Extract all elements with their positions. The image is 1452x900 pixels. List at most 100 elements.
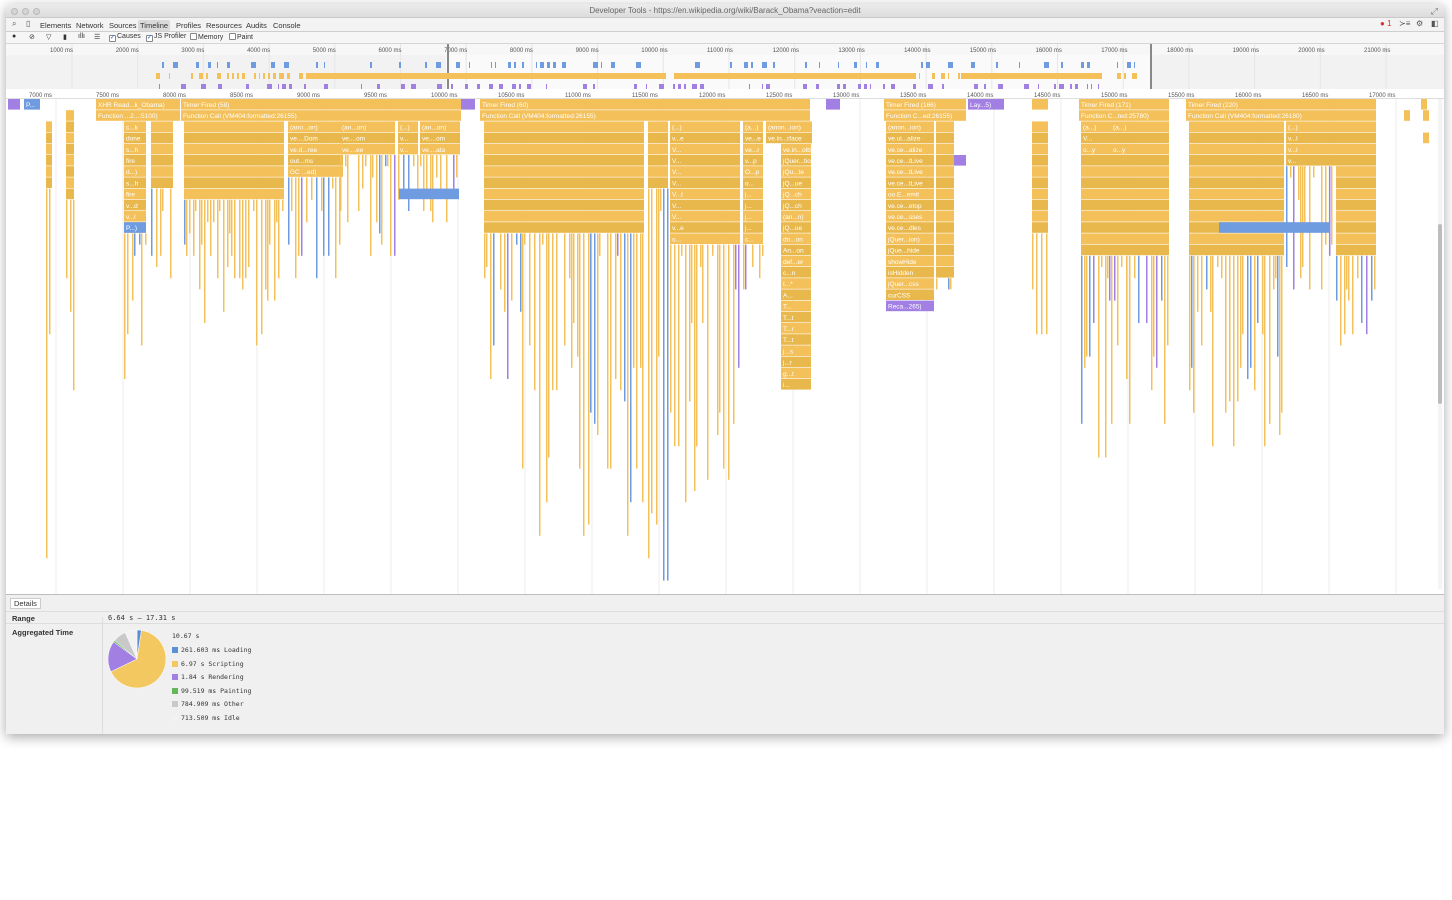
flame-drip-bar[interactable] [564,233,566,346]
flame-bar[interactable] [648,166,668,177]
flame-drip-bar[interactable] [1336,255,1338,301]
flame-bar[interactable] [886,244,934,256]
flame-bar[interactable] [743,166,763,177]
flame-drip-bar[interactable] [617,233,619,256]
flame-bar[interactable] [743,132,763,144]
flame-bar[interactable] [1111,166,1169,177]
flame-drip-bar[interactable] [170,188,172,279]
flame-drip-bar[interactable] [234,199,236,279]
flame-bar[interactable] [670,177,740,188]
flame-bar[interactable] [648,155,668,166]
flame-bar[interactable] [46,143,52,155]
flame-bar[interactable] [1423,110,1429,121]
flame-drip-bar[interactable] [648,188,650,559]
flame-rendering-bar[interactable] [886,300,934,312]
flame-bar[interactable] [766,121,812,132]
error-count-badge[interactable]: ● 1 [1380,19,1392,28]
flame-drip-bar[interactable] [426,155,428,189]
flame-drip-bar[interactable] [256,199,258,346]
flame-bar[interactable] [936,155,954,166]
close-window-button[interactable] [11,8,18,15]
flame-bar[interactable] [781,222,811,233]
flame-drip-bar[interactable] [520,233,522,312]
flame-bar[interactable] [184,121,284,132]
flame-drip-bar[interactable] [507,233,509,379]
flame-bar[interactable] [1081,143,1111,155]
record-button[interactable]: ● [12,33,17,40]
flame-bar[interactable] [480,110,810,121]
flame-bar[interactable] [936,267,954,278]
flame-bar[interactable] [743,188,763,200]
flame-bar[interactable] [1189,121,1284,132]
flame-drip-bar[interactable] [1156,255,1158,368]
flame-drip-bar[interactable] [301,177,303,256]
flame-chart-canvas[interactable]: P... XHR Read...k_Obama) Timer Fired (58) T… [6,99,1444,594]
flame-bar[interactable] [420,143,460,155]
flame-drip-bar[interactable] [936,278,938,290]
flame-drip-bar[interactable] [607,233,609,469]
flame-drip-bar[interactable] [573,233,575,323]
flame-drip-bar[interactable] [1275,255,1277,279]
flame-bar[interactable] [1032,177,1048,188]
flame-drip-bar[interactable] [323,177,325,256]
flame-drip-bar[interactable] [511,233,513,301]
tab-resources[interactable]: Resources [206,21,242,30]
flame-bar[interactable] [484,132,644,144]
js-profiler-toggle[interactable]: ✓ JS Profiler [146,33,186,42]
flame-bar[interactable] [886,211,934,222]
flame-drip-bar[interactable] [594,233,596,424]
flame-bar[interactable] [1032,99,1048,110]
flame-drip-bar[interactable] [1237,255,1239,402]
flame-bar[interactable] [1336,222,1376,233]
flame-bar[interactable] [184,143,284,155]
flame-drip-bar[interactable] [195,199,197,211]
flame-drip-bar[interactable] [265,199,267,290]
flame-bar[interactable] [340,121,395,132]
gear-icon[interactable]: ⚙ [1416,19,1424,28]
flame-drip-bar[interactable] [440,155,442,189]
flame-bar[interactable] [1423,132,1429,144]
flame-bar[interactable] [648,121,668,132]
flame-drip-bar[interactable] [707,244,709,480]
flame-bar[interactable] [884,110,966,121]
flame-drip-bar[interactable] [207,199,209,223]
flame-bar[interactable] [781,155,811,166]
flame-drip-bar[interactable] [610,233,612,469]
flame-drip-bar[interactable] [398,155,400,200]
flame-drip-bar[interactable] [1357,255,1359,279]
flame-bar[interactable] [936,143,954,155]
flame-drip-bar[interactable] [670,244,672,413]
flame-bar[interactable] [781,255,811,267]
flame-drip-bar[interactable] [417,155,419,189]
flame-drip-bar[interactable] [1129,255,1131,424]
flame-drip-bar[interactable] [347,155,349,223]
flame-drip-bar[interactable] [311,177,313,200]
flame-drip-bar[interactable] [162,188,164,211]
flame-drip-bar[interactable] [276,199,278,223]
flame-drip-bar[interactable] [1233,255,1235,447]
tab-timeline[interactable]: Timeline [138,20,171,31]
flame-bar[interactable] [288,155,343,166]
flame-bar[interactable] [66,132,74,144]
flame-drip-bar[interactable] [552,233,554,391]
flame-bar[interactable] [781,267,811,278]
flame-chart[interactable]: P... XHR Read...k_Obama) Timer Fired (58) T… [6,99,1444,594]
flame-bar[interactable] [1081,166,1111,177]
flame-drip-bar[interactable] [1279,255,1281,435]
flame-bar[interactable] [743,233,763,244]
tab-sources[interactable]: Sources [109,21,137,30]
flame-bar[interactable] [1421,99,1427,110]
flame-drip-bar[interactable] [717,244,719,435]
flame-bar[interactable] [1032,166,1048,177]
flame-drip-bar[interactable] [1201,255,1203,346]
flame-drip-bar[interactable] [674,244,676,447]
tab-profiles[interactable]: Profiles [176,21,202,30]
flame-bar[interactable] [480,99,810,110]
flame-bar[interactable] [151,155,173,166]
flame-bar[interactable] [781,356,811,368]
flame-drip-bar[interactable] [403,155,405,189]
flame-bar[interactable] [66,110,74,121]
flame-drip-bar[interactable] [630,233,632,503]
console-drawer-icon[interactable]: ≻≡ [1399,19,1411,28]
flame-rendering-bar[interactable] [8,99,20,110]
